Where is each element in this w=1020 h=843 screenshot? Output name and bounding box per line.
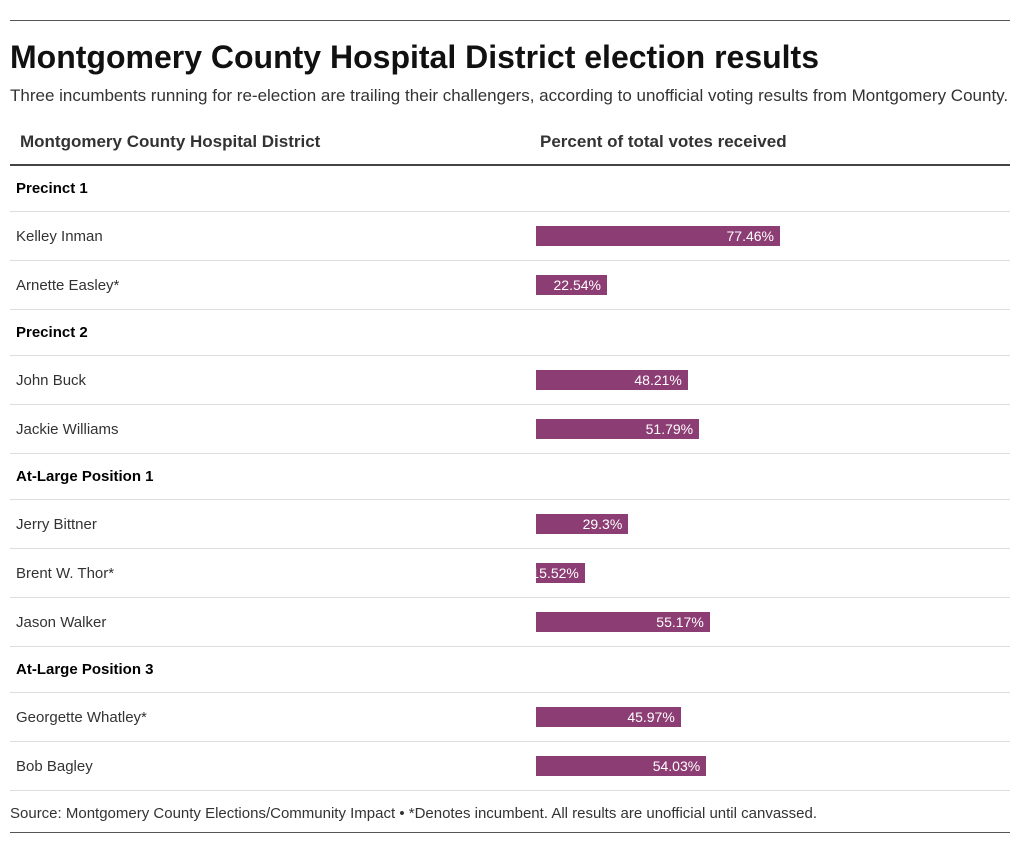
candidate-name: Arnette Easley* (10, 261, 530, 310)
candidate-name: Jason Walker (10, 598, 530, 647)
section-label: At-Large Position 3 (10, 647, 1010, 693)
vote-bar: 48.21% (536, 370, 688, 390)
table-row: John Buck 48.21% (10, 356, 1010, 405)
subhead: Three incumbents running for re-election… (10, 86, 1010, 106)
bar-cell: 29.3% (530, 500, 1010, 549)
bar-cell: 77.46% (530, 212, 1010, 261)
candidate-name: Kelley Inman (10, 212, 530, 261)
section-label: At-Large Position 1 (10, 454, 1010, 500)
vote-bar: 55.17% (536, 612, 710, 632)
table-row: Arnette Easley* 22.54% (10, 261, 1010, 310)
top-rule (10, 20, 1010, 21)
bar-cell: 15.52% (530, 549, 1010, 598)
bar-cell: 22.54% (530, 261, 1010, 310)
bar-cell: 45.97% (530, 693, 1010, 742)
vote-bar: 22.54% (536, 275, 607, 295)
vote-pct-label: 22.54% (554, 277, 601, 293)
vote-pct-label: 54.03% (653, 758, 700, 774)
bar-cell: 55.17% (530, 598, 1010, 647)
headline: Montgomery County Hospital District elec… (10, 39, 1010, 76)
table-row: Brent W. Thor*15.52% (10, 549, 1010, 598)
table-row: Bob Bagley 54.03% (10, 742, 1010, 791)
col-right-header: Percent of total votes received (530, 120, 1010, 165)
bar-cell: 54.03% (530, 742, 1010, 791)
candidate-name: Jackie Williams (10, 405, 530, 454)
vote-bar: 29.3% (536, 514, 628, 534)
table-row: Jerry Bittner 29.3% (10, 500, 1010, 549)
vote-pct-label: 55.17% (656, 614, 703, 630)
vote-bar: 51.79% (536, 419, 699, 439)
section-label: Precinct 1 (10, 165, 1010, 212)
vote-pct-label: 29.3% (583, 516, 623, 532)
table-row: Jason Walker 55.17% (10, 598, 1010, 647)
candidate-name: Bob Bagley (10, 742, 530, 791)
results-table: Montgomery County Hospital District Perc… (10, 120, 1010, 791)
candidate-name: Georgette Whatley* (10, 693, 530, 742)
table-row: Jackie Williams 51.79% (10, 405, 1010, 454)
vote-pct-label: 15.52% (531, 565, 578, 581)
vote-bar: 77.46% (536, 226, 780, 246)
vote-bar: 15.52% (536, 563, 585, 583)
bar-cell: 48.21% (530, 356, 1010, 405)
vote-pct-label: 51.79% (646, 421, 693, 437)
vote-bar: 45.97% (536, 707, 681, 727)
table-row: Kelley Inman 77.46% (10, 212, 1010, 261)
candidate-name: Jerry Bittner (10, 500, 530, 549)
col-left-header: Montgomery County Hospital District (10, 120, 530, 165)
table-row: Georgette Whatley* 45.97% (10, 693, 1010, 742)
candidate-name: Brent W. Thor* (10, 549, 530, 598)
vote-pct-label: 48.21% (634, 372, 681, 388)
footer-note: Source: Montgomery County Elections/Comm… (10, 791, 1010, 833)
vote-bar: 54.03% (536, 756, 706, 776)
vote-pct-label: 77.46% (727, 228, 774, 244)
candidate-name: John Buck (10, 356, 530, 405)
vote-pct-label: 45.97% (627, 709, 674, 725)
bar-cell: 51.79% (530, 405, 1010, 454)
section-label: Precinct 2 (10, 310, 1010, 356)
